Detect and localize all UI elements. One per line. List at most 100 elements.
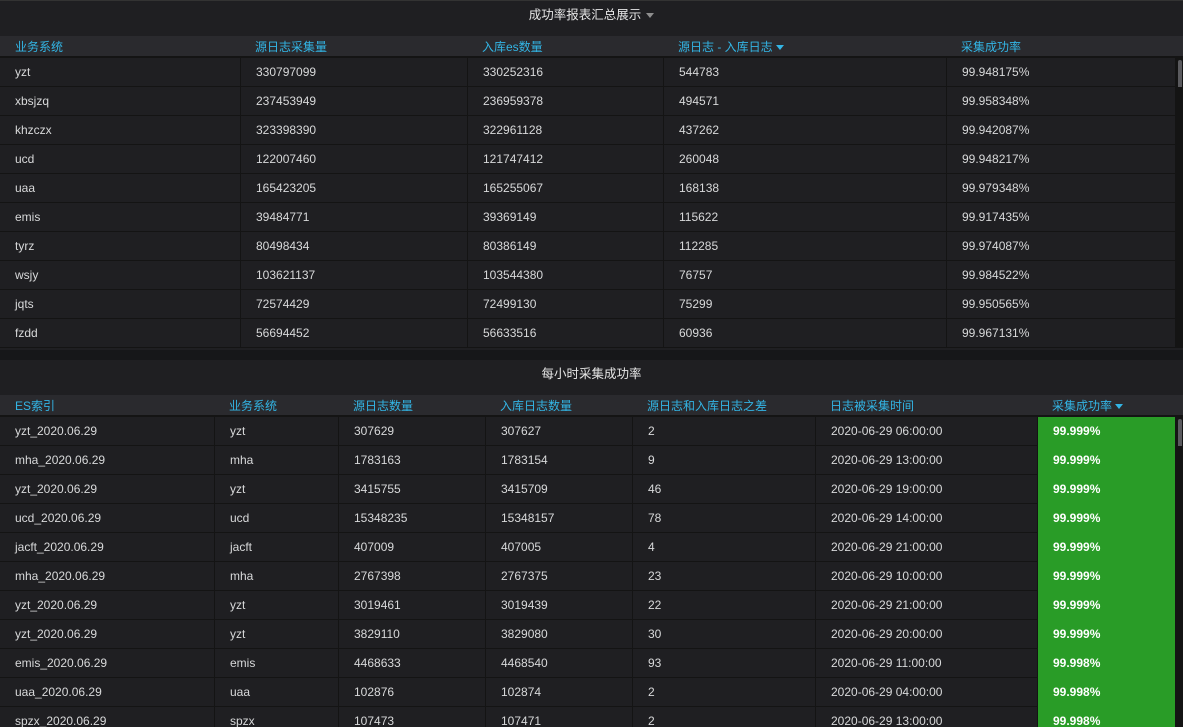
table-cell: 2020-06-29 21:00:00 xyxy=(815,591,1037,620)
table-cell: 99.999% xyxy=(1037,417,1175,446)
panel-title[interactable]: 成功率报表汇总展示 xyxy=(0,1,1183,36)
table-cell: yzt_2020.06.29 xyxy=(15,627,98,641)
table-cell: 330252316 xyxy=(467,58,663,87)
table-body: yzt_2020.06.29 yzt 307629 307627 2 2020-06-29… xyxy=(0,417,1183,727)
column-header[interactable]: 业务系统 xyxy=(15,39,64,54)
table-cell: 3019439 xyxy=(485,591,632,620)
table-cell: 99.998% xyxy=(1037,678,1175,707)
table-cell: 307629 xyxy=(338,417,485,446)
table-cell: 107473 xyxy=(338,707,485,727)
column-header[interactable]: 采集成功率 xyxy=(1037,397,1175,414)
table-row: yzt_2020.06.29 yzt 3415755 3415709 46 2020-06… xyxy=(0,475,1183,504)
scrollbar[interactable] xyxy=(1175,620,1183,649)
table-cell: 165255067 xyxy=(467,174,663,203)
table-cell: 2020-06-29 21:00:00 xyxy=(815,533,1037,562)
scrollbar[interactable] xyxy=(1175,290,1183,319)
table-cell: yzt xyxy=(214,591,338,620)
table-cell: spzx_2020.06.29 xyxy=(15,714,107,727)
column-header[interactable]: 源日志采集量 xyxy=(255,39,328,54)
table-cell: 22 xyxy=(632,591,815,620)
table-cell: 2 xyxy=(632,417,815,446)
scrollbar[interactable] xyxy=(1175,232,1183,261)
scrollbar[interactable] xyxy=(1175,174,1183,203)
scrollbar[interactable] xyxy=(1175,649,1183,678)
table-cell: spzx xyxy=(214,707,338,727)
table-cell: 236959378 xyxy=(467,87,663,116)
table-row: xbsjzq 237453949 236959378 494571 99.958348% xyxy=(0,87,1183,116)
table-row: jacft_2020.06.29 jacft 407009 407005 4 2020-0… xyxy=(0,533,1183,562)
table-row: mha_2020.06.29 mha 1783163 1783154 9 2020-06-… xyxy=(0,446,1183,475)
scrollbar[interactable] xyxy=(1175,116,1183,145)
sort-desc-icon[interactable] xyxy=(1115,403,1124,409)
scrollbar[interactable] xyxy=(1175,446,1183,475)
table-cell: 56633516 xyxy=(467,319,663,348)
panel-title[interactable]: 每小时采集成功率 xyxy=(541,367,642,381)
scrollbar[interactable] xyxy=(1175,261,1183,290)
dropdown-caret-icon[interactable] xyxy=(646,13,655,19)
table-cell: 72574429 xyxy=(240,290,467,319)
table-cell: mha xyxy=(214,562,338,591)
scrollbar[interactable] xyxy=(1175,145,1183,174)
table-cell: 99.942087% xyxy=(946,116,1175,145)
scrollbar[interactable] xyxy=(1175,87,1183,116)
table-cell: khzczx xyxy=(15,123,52,137)
table-cell: 99.998% xyxy=(1037,707,1175,727)
table-cell: 2020-06-29 04:00:00 xyxy=(815,678,1037,707)
table-cell: 2767375 xyxy=(485,562,632,591)
table-cell: emis xyxy=(214,649,338,678)
table-cell: 322961128 xyxy=(467,116,663,145)
table-cell: 23 xyxy=(632,562,815,591)
table-cell: yzt xyxy=(214,417,338,446)
column-header[interactable]: 源日志 - 入库日志 xyxy=(663,38,946,55)
column-header[interactable]: 源日志数量 xyxy=(353,398,414,413)
table-cell: 99.999% xyxy=(1037,620,1175,649)
table-cell: 80386149 xyxy=(467,232,663,261)
scrollbar[interactable] xyxy=(1175,678,1183,707)
table-cell: ucd_2020.06.29 xyxy=(15,511,102,525)
column-header[interactable]: 入库日志数量 xyxy=(500,398,573,413)
scrollbar[interactable] xyxy=(1175,591,1183,620)
scrollbar[interactable] xyxy=(1175,707,1183,727)
sort-desc-icon[interactable] xyxy=(775,44,784,50)
table-cell: 102874 xyxy=(485,678,632,707)
table-cell: emis xyxy=(15,210,41,224)
table-cell: yzt_2020.06.29 xyxy=(15,598,98,612)
table-cell: ucd xyxy=(15,152,35,166)
table-cell: 107471 xyxy=(485,707,632,727)
table-cell: 75299 xyxy=(663,290,946,319)
table-row: emis_2020.06.29 emis 4468633 4468540 93 2020-… xyxy=(0,649,1183,678)
table-row: khzczx 323398390 322961128 437262 99.942087% xyxy=(0,116,1183,145)
table-cell: 99.999% xyxy=(1037,446,1175,475)
table-cell: 78 xyxy=(632,504,815,533)
table-row: emis 39484771 39369149 115622 99.917435% xyxy=(0,203,1183,232)
scrollbar[interactable] xyxy=(1175,562,1183,591)
column-header[interactable]: 采集成功率 xyxy=(961,39,1022,54)
table-cell: 494571 xyxy=(663,87,946,116)
scrollbar[interactable] xyxy=(1175,533,1183,562)
table-cell: emis_2020.06.29 xyxy=(15,656,108,670)
scrollbar[interactable] xyxy=(1175,504,1183,533)
scrollbar[interactable] xyxy=(1175,475,1183,504)
table-cell: 99.999% xyxy=(1037,475,1175,504)
scrollbar[interactable] xyxy=(1175,203,1183,232)
table-cell: 99.999% xyxy=(1037,562,1175,591)
table-cell: 99.948217% xyxy=(946,145,1175,174)
table-cell: 56694452 xyxy=(240,319,467,348)
table-cell: 2020-06-29 14:00:00 xyxy=(815,504,1037,533)
scrollbar[interactable] xyxy=(1175,319,1183,348)
column-header[interactable]: 日志被采集时间 xyxy=(830,398,915,413)
column-header[interactable]: ES索引 xyxy=(15,398,56,413)
column-header[interactable]: 源日志和入库日志之差 xyxy=(647,398,768,413)
table-cell: yzt xyxy=(214,475,338,504)
table-cell: 2020-06-29 13:00:00 xyxy=(815,707,1037,727)
table-cell: uaa xyxy=(15,181,36,195)
table-cell: xbsjzq xyxy=(15,94,50,108)
table-cell: 2020-06-29 11:00:00 xyxy=(815,649,1037,678)
column-header[interactable]: 业务系统 xyxy=(229,398,278,413)
column-header[interactable]: 入库es数量 xyxy=(482,39,543,54)
scrollbar[interactable] xyxy=(1175,417,1183,479)
summary-panel: 成功率报表汇总展示 业务系统 源日志采集量 入库es数量 源日志 - 入库日志 采集成功… xyxy=(0,0,1183,350)
table-row: fzdd 56694452 56633516 60936 99.967131% xyxy=(0,319,1183,348)
table-cell: 3415709 xyxy=(485,475,632,504)
scrollbar[interactable] xyxy=(1175,58,1183,120)
